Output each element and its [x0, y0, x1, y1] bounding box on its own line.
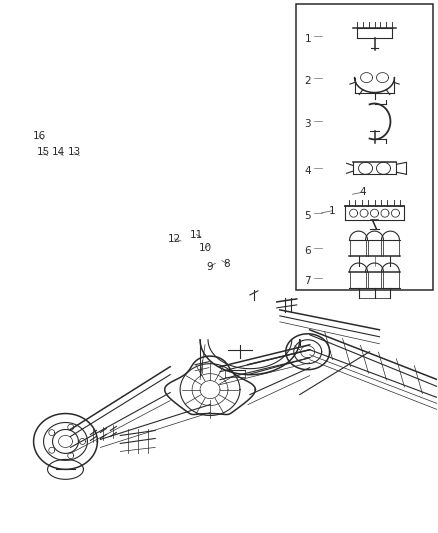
Text: 14: 14 [52, 147, 65, 157]
Text: 2: 2 [304, 76, 311, 86]
Text: 4: 4 [360, 187, 367, 197]
Text: 6: 6 [304, 246, 311, 256]
Text: 1: 1 [304, 34, 311, 44]
Text: 10: 10 [198, 243, 212, 253]
Text: 5: 5 [304, 211, 311, 221]
Text: 9: 9 [206, 262, 213, 271]
Text: 12: 12 [168, 234, 181, 244]
Text: 7: 7 [304, 276, 311, 286]
Text: 15: 15 [36, 147, 49, 157]
Text: 16: 16 [32, 131, 46, 141]
Text: 11: 11 [190, 230, 203, 240]
Text: 4: 4 [304, 166, 311, 176]
Text: 8: 8 [223, 259, 230, 269]
Bar [296, 4, 433, 290]
Text: 13: 13 [67, 147, 81, 157]
Text: 1: 1 [329, 206, 336, 216]
Text: 3: 3 [304, 119, 311, 130]
